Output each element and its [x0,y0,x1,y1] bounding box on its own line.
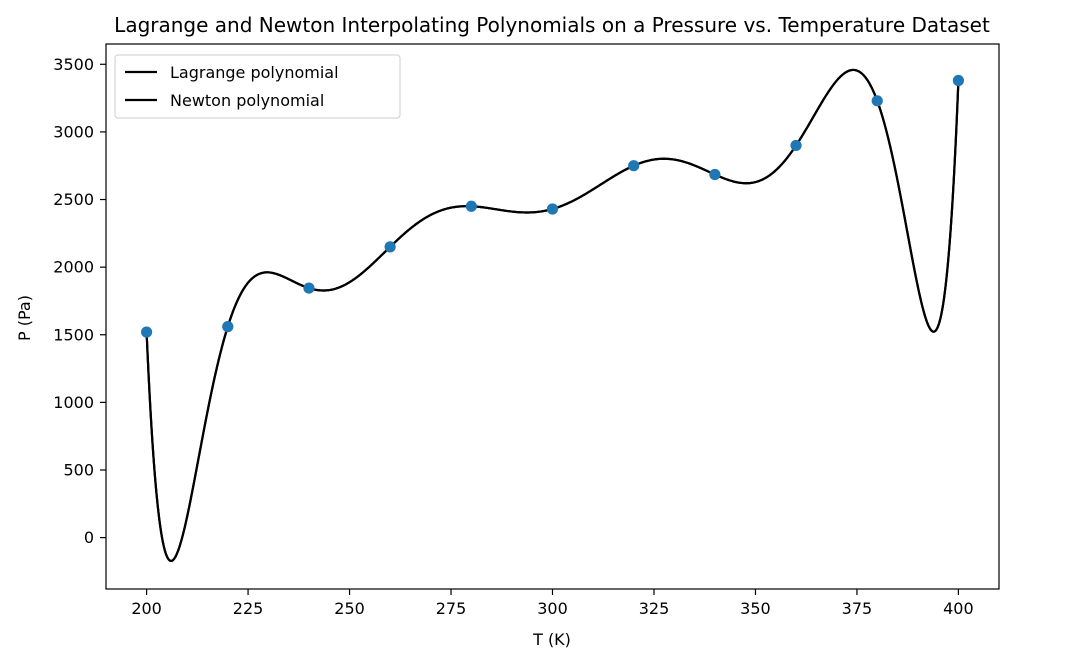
legend-box [114,54,401,119]
x-tick-label: 400 [943,599,974,618]
chart-title: Lagrange and Newton Interpolating Polyno… [114,13,990,37]
y-axis-label: P (Pa) [15,295,34,341]
data-point [952,74,965,87]
x-tick-label: 200 [131,599,162,618]
data-point [628,160,640,172]
y-tick-label: 3000 [53,122,94,141]
y-tick-label: 0 [84,528,94,547]
legend-label: Newton polynomial [170,91,324,110]
data-point [140,326,153,338]
x-tick-label: 325 [639,599,670,618]
data-point [465,200,477,212]
series-line-lagrange [145,68,960,563]
x-tick-label: 250 [334,599,365,618]
axes-frame [105,43,1000,590]
data-point [790,139,802,152]
x-tick-label: 225 [233,599,264,618]
x-tick-label: 375 [842,599,873,618]
y-tick-label: 2500 [53,190,94,209]
y-tick-label: 1000 [53,393,94,412]
legend-label: Lagrange polynomial [170,63,339,82]
data-point [709,168,721,181]
series-line-newton [145,68,960,563]
data-point [303,282,315,294]
data-point [222,321,234,333]
legend: Lagrange polynomial Newton polynomial [114,54,401,119]
axes: 200 225 250 275 300 325 350 375 400 0 500 1000 1500 2… [53,43,1000,618]
x-tick-label: 275 [436,599,467,618]
y-tick-label: 3500 [53,55,94,74]
y-tick-label: 500 [63,460,94,479]
data-point [384,241,396,253]
x-tick-label: 350 [740,599,771,618]
y-tick-label: 1500 [53,325,94,344]
x-tick-label: 300 [537,599,568,618]
data-point [546,203,559,215]
plot-area [140,68,965,563]
data-point [871,95,883,107]
y-tick-label: 2000 [53,258,94,277]
x-axis-label: T (K) [532,630,571,649]
